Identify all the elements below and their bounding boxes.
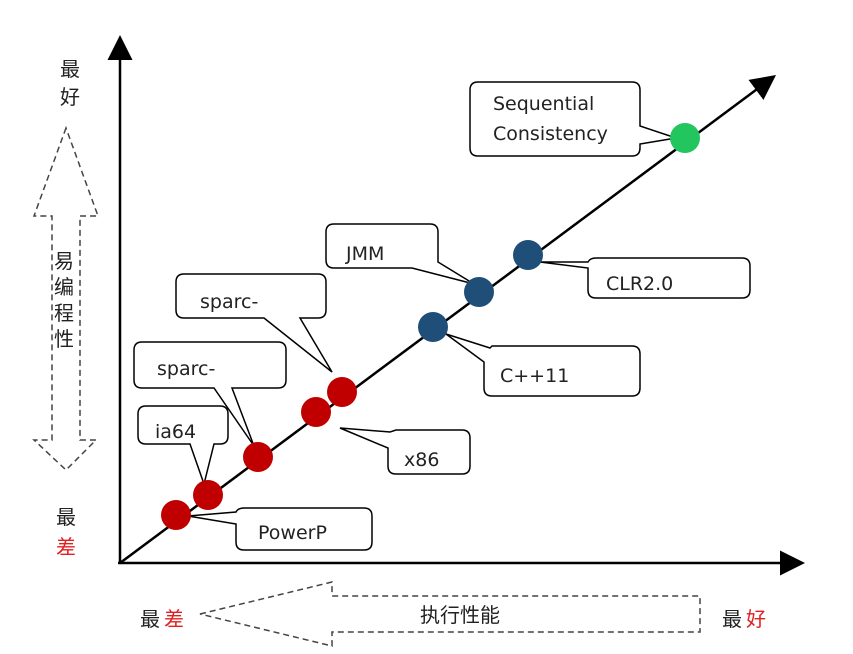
y-mid-char-1: 易 xyxy=(54,249,74,273)
point-x86 xyxy=(301,397,331,427)
point-sparc2 xyxy=(243,442,273,472)
point-clr xyxy=(513,240,543,270)
callout-sparc2: sparc- xyxy=(133,341,287,447)
point-powerp xyxy=(161,500,191,530)
callout-ia64: ia64 xyxy=(137,405,229,487)
x-left-char-1: 最 xyxy=(140,607,160,631)
callout-sparc2-label: sparc- xyxy=(157,358,215,380)
x-right-char-2: 好 xyxy=(746,607,766,631)
callout-cpp11: C++11 xyxy=(445,333,641,397)
callout-cpp11-label: C++11 xyxy=(500,365,569,387)
callout-clr-label: CLR2.0 xyxy=(606,273,673,295)
callout-sequential-line1: Sequential xyxy=(493,93,594,115)
y-bottom-char-2: 差 xyxy=(56,535,76,559)
callout-powerp: PowerP xyxy=(187,507,373,551)
callout-sequential-line2: Consistency xyxy=(493,123,608,145)
vertical-dashed-arrow xyxy=(32,125,100,472)
callout-sparc1-label: sparc- xyxy=(200,291,258,313)
point-cpp11 xyxy=(418,312,448,342)
callout-powerp-label: PowerP xyxy=(258,522,327,544)
point-sparc1 xyxy=(327,377,357,407)
point-sequential xyxy=(670,123,700,153)
x-middle-label: 执行性能 xyxy=(420,603,500,627)
y-top-char-2: 好 xyxy=(60,85,80,109)
callout-x86: x86 xyxy=(339,427,471,475)
y-mid-char-2: 编 xyxy=(54,275,74,299)
y-mid-char-3: 程 xyxy=(54,301,74,325)
point-jmm xyxy=(464,277,494,307)
callout-ia64-label: ia64 xyxy=(155,421,196,443)
y-bottom-char-1: 最 xyxy=(56,505,76,529)
horizontal-dashed-arrow xyxy=(199,581,701,647)
callout-jmm-label: JMM xyxy=(345,243,384,265)
callout-sequential: Sequential Consistency xyxy=(469,81,677,157)
x-left-char-2: 差 xyxy=(164,607,184,631)
callout-jmm: JMM xyxy=(325,223,475,285)
callout-clr: CLR2.0 xyxy=(539,257,751,299)
callout-x86-label: x86 xyxy=(404,449,439,471)
callout-sparc1: sparc- xyxy=(175,273,333,373)
point-ia64 xyxy=(193,480,223,510)
y-mid-char-4: 性 xyxy=(54,327,74,351)
x-right-char-1: 最 xyxy=(722,607,742,631)
y-top-char-1: 最 xyxy=(60,57,80,81)
